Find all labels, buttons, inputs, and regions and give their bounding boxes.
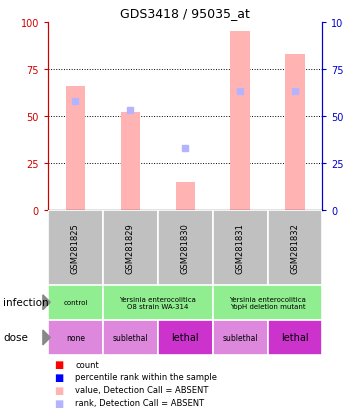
Bar: [48, 320, 103, 355]
Text: sublethal: sublethal: [113, 333, 148, 342]
Bar: [213, 285, 322, 320]
Text: value, Detection Call = ABSENT: value, Detection Call = ABSENT: [75, 385, 209, 394]
Text: sublethal: sublethal: [222, 333, 258, 342]
Title: GDS3418 / 95035_at: GDS3418 / 95035_at: [120, 7, 250, 20]
Bar: [230, 32, 250, 211]
Bar: [268, 320, 322, 355]
Text: ■: ■: [54, 385, 63, 395]
Text: Yersinia enterocolitica
O8 strain WA-314: Yersinia enterocolitica O8 strain WA-314: [119, 296, 196, 309]
Text: lethal: lethal: [281, 332, 309, 343]
Text: GSM281831: GSM281831: [236, 223, 245, 273]
Bar: [158, 211, 213, 285]
Bar: [213, 211, 268, 285]
Bar: [103, 211, 158, 285]
Text: percentile rank within the sample: percentile rank within the sample: [75, 373, 217, 382]
Text: control: control: [63, 299, 88, 306]
Text: ■: ■: [54, 372, 63, 382]
Bar: [268, 211, 322, 285]
Text: dose: dose: [3, 332, 28, 343]
Bar: [285, 55, 305, 211]
Text: lethal: lethal: [172, 332, 199, 343]
Text: GSM281825: GSM281825: [71, 223, 80, 273]
Text: rank, Detection Call = ABSENT: rank, Detection Call = ABSENT: [75, 398, 204, 407]
Text: ■: ■: [54, 359, 63, 369]
Bar: [121, 113, 140, 211]
Text: infection: infection: [3, 297, 49, 308]
Text: GSM281830: GSM281830: [181, 223, 190, 273]
Text: none: none: [66, 333, 85, 342]
Bar: [176, 183, 195, 211]
Bar: [66, 87, 85, 211]
Bar: [103, 320, 158, 355]
Bar: [213, 320, 268, 355]
Text: Yersinia enterocolitica
YopH deletion mutant: Yersinia enterocolitica YopH deletion mu…: [229, 296, 306, 309]
Text: count: count: [75, 360, 99, 369]
Bar: [48, 285, 103, 320]
Text: GSM281829: GSM281829: [126, 223, 135, 273]
Text: GSM281832: GSM281832: [291, 223, 299, 273]
Bar: [103, 285, 213, 320]
Bar: [158, 320, 213, 355]
Text: ■: ■: [54, 398, 63, 408]
Bar: [48, 211, 103, 285]
